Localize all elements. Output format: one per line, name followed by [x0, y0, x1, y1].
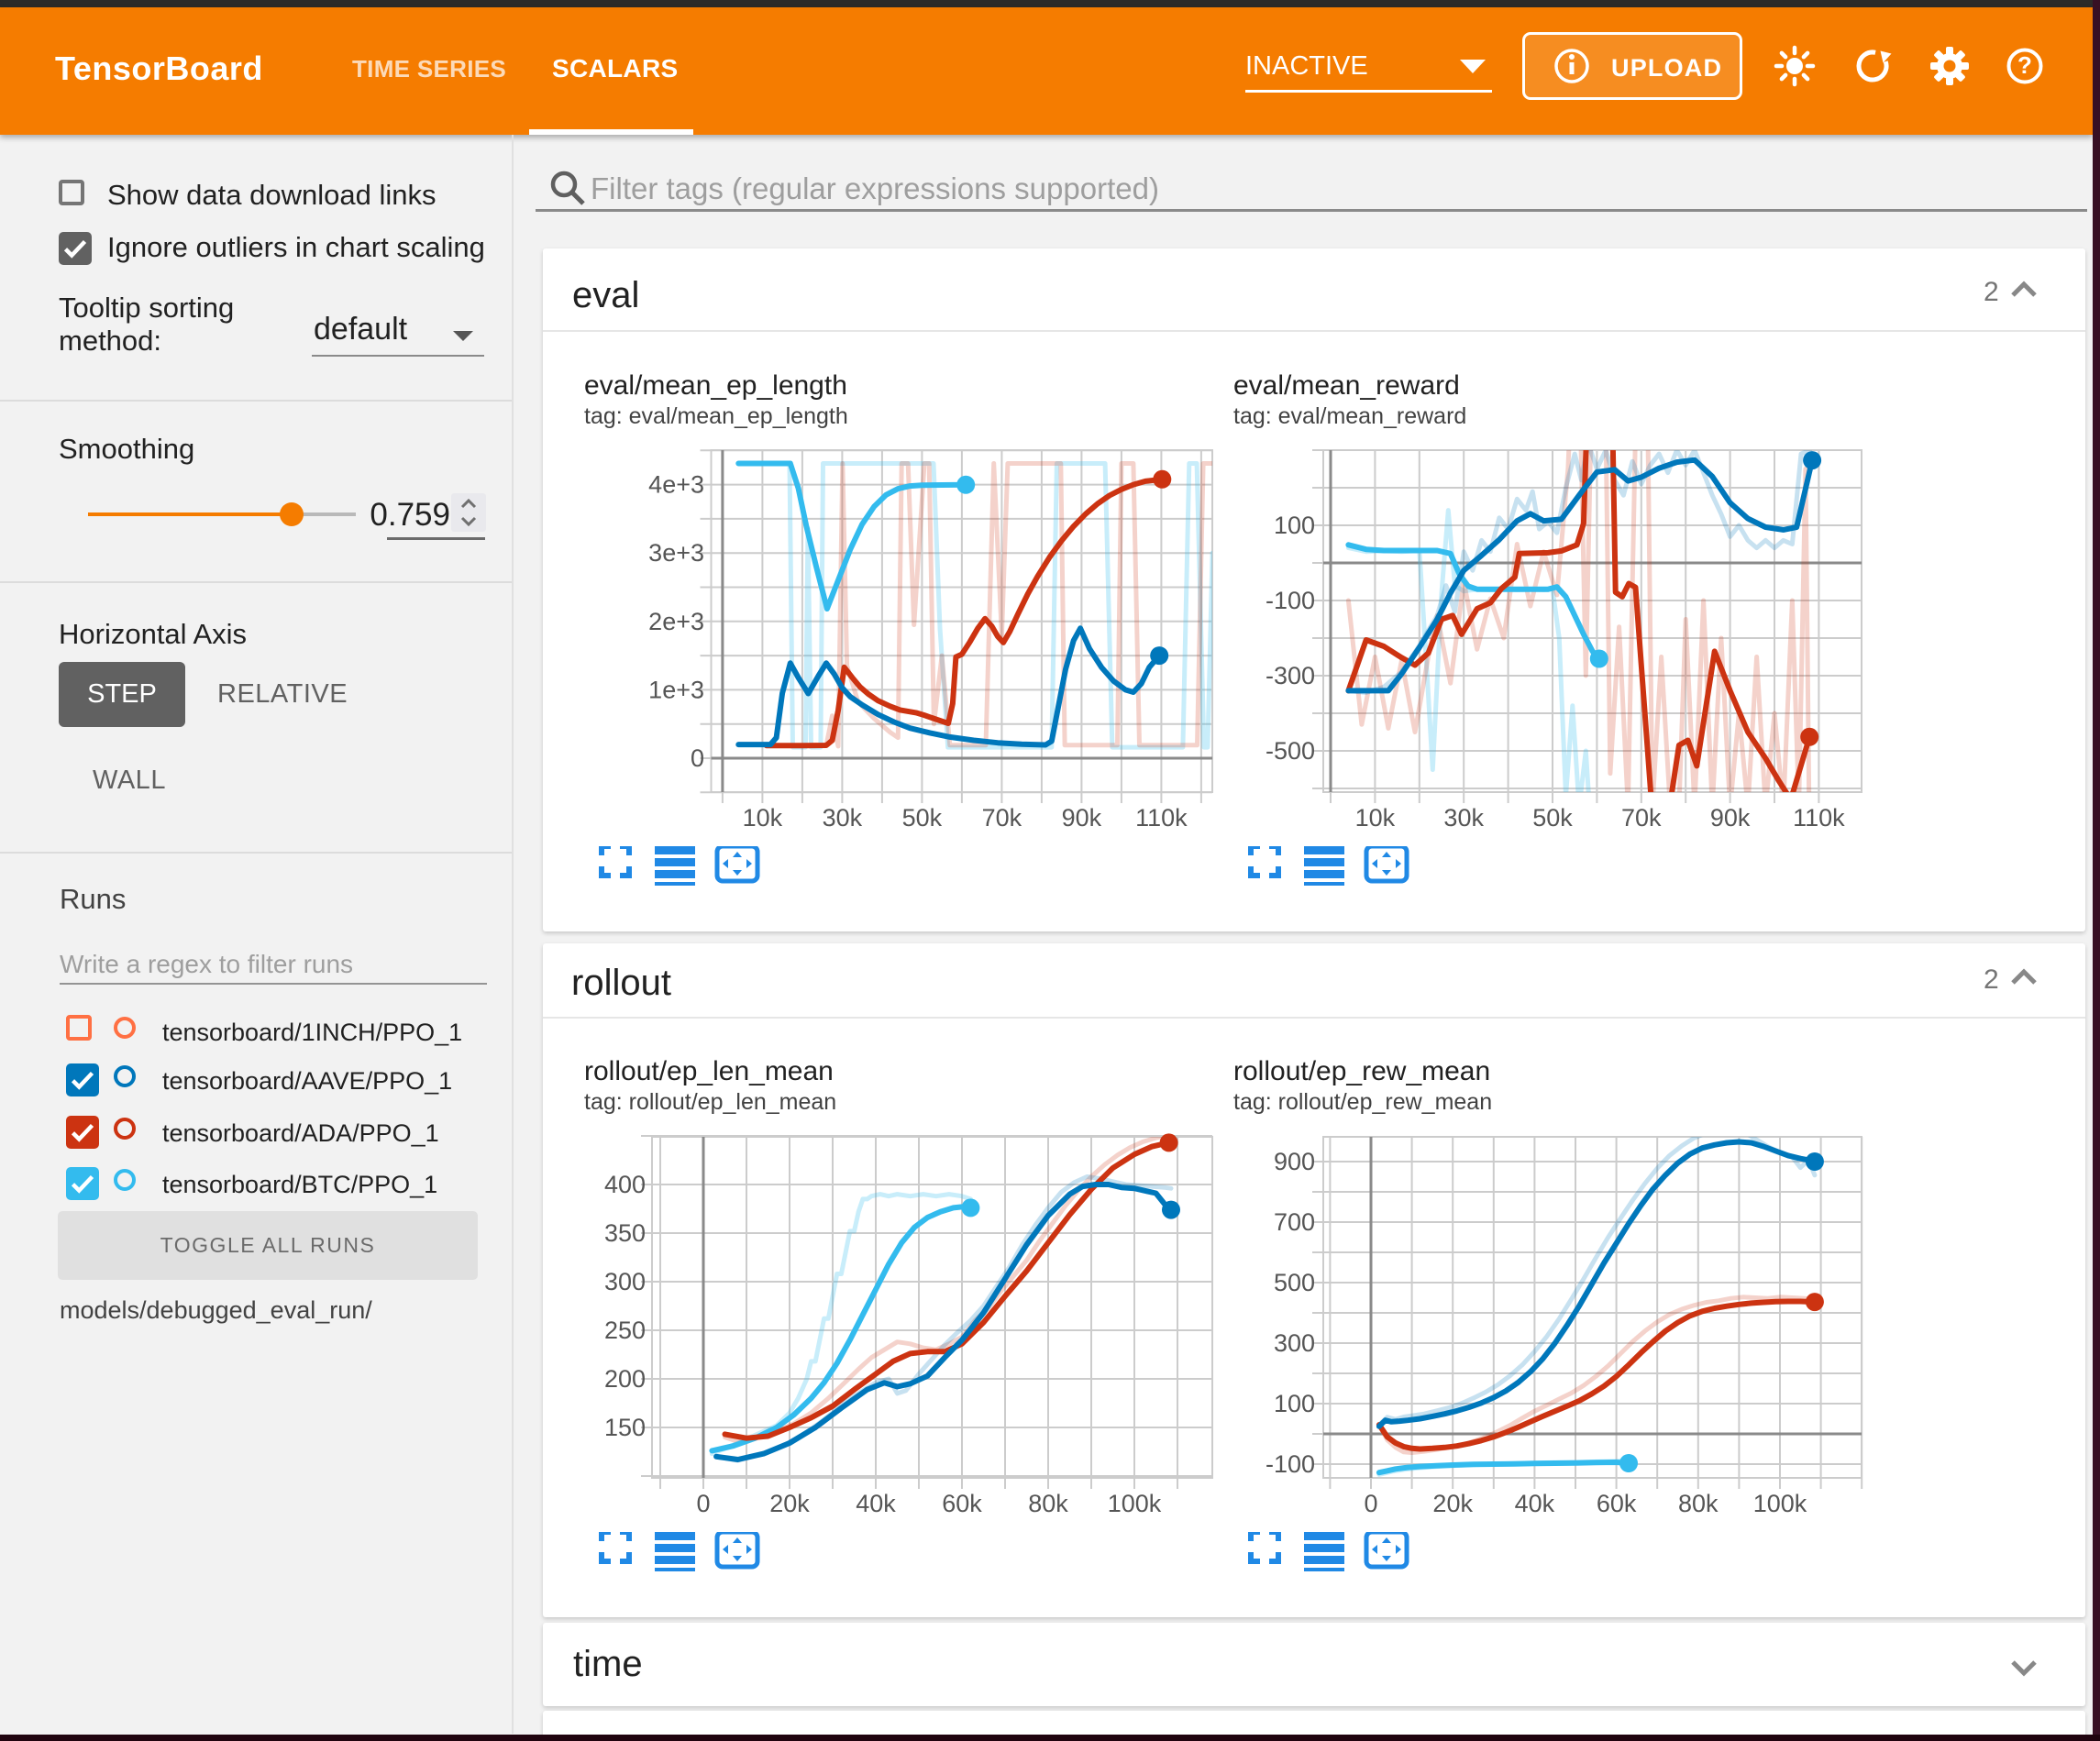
- svg-text:0: 0: [1364, 1490, 1377, 1517]
- svg-text:60k: 60k: [942, 1490, 982, 1517]
- svg-text:150: 150: [604, 1414, 646, 1441]
- svg-text:100k: 100k: [1753, 1490, 1807, 1517]
- svg-text:90k: 90k: [1062, 804, 1102, 832]
- svg-text:110k: 110k: [1135, 804, 1188, 832]
- svg-text:1e+3: 1e+3: [648, 676, 704, 703]
- svg-text:50k: 50k: [902, 804, 943, 832]
- svg-text:-100: -100: [1266, 587, 1315, 614]
- svg-text:0: 0: [691, 744, 704, 772]
- svg-text:250: 250: [604, 1317, 646, 1344]
- svg-text:20k: 20k: [1432, 1490, 1473, 1517]
- svg-text:60k: 60k: [1597, 1490, 1637, 1517]
- svg-text:400: 400: [604, 1171, 646, 1198]
- svg-text:50k: 50k: [1532, 804, 1573, 832]
- svg-text:200: 200: [604, 1365, 646, 1393]
- svg-text:-300: -300: [1266, 662, 1315, 689]
- svg-text:900: 900: [1274, 1148, 1315, 1175]
- svg-text:110k: 110k: [1793, 804, 1845, 832]
- svg-text:500: 500: [1274, 1269, 1315, 1296]
- svg-text:100k: 100k: [1108, 1490, 1162, 1517]
- svg-text:80k: 80k: [1028, 1490, 1068, 1517]
- svg-text:80k: 80k: [1678, 1490, 1719, 1517]
- svg-text:?: ?: [2017, 51, 2032, 79]
- svg-text:70k: 70k: [1621, 804, 1662, 832]
- svg-text:100: 100: [1274, 512, 1315, 539]
- svg-text:90k: 90k: [1710, 804, 1751, 832]
- svg-text:70k: 70k: [982, 804, 1022, 832]
- svg-text:0: 0: [696, 1490, 710, 1517]
- svg-text:4e+3: 4e+3: [648, 471, 704, 499]
- svg-text:300: 300: [604, 1268, 646, 1295]
- svg-text:100: 100: [1274, 1390, 1315, 1417]
- svg-text:30k: 30k: [823, 804, 863, 832]
- svg-text:30k: 30k: [1443, 804, 1484, 832]
- svg-text:40k: 40k: [856, 1490, 896, 1517]
- svg-text:40k: 40k: [1515, 1490, 1555, 1517]
- svg-text:3e+3: 3e+3: [648, 539, 704, 567]
- svg-text:350: 350: [604, 1219, 646, 1247]
- svg-text:700: 700: [1274, 1208, 1315, 1236]
- svg-text:-100: -100: [1266, 1450, 1315, 1478]
- svg-text:2e+3: 2e+3: [648, 608, 704, 635]
- svg-text:-500: -500: [1266, 737, 1315, 765]
- svg-text:10k: 10k: [1355, 804, 1396, 832]
- svg-text:10k: 10k: [743, 804, 783, 832]
- svg-text:300: 300: [1274, 1329, 1315, 1357]
- svg-text:20k: 20k: [769, 1490, 810, 1517]
